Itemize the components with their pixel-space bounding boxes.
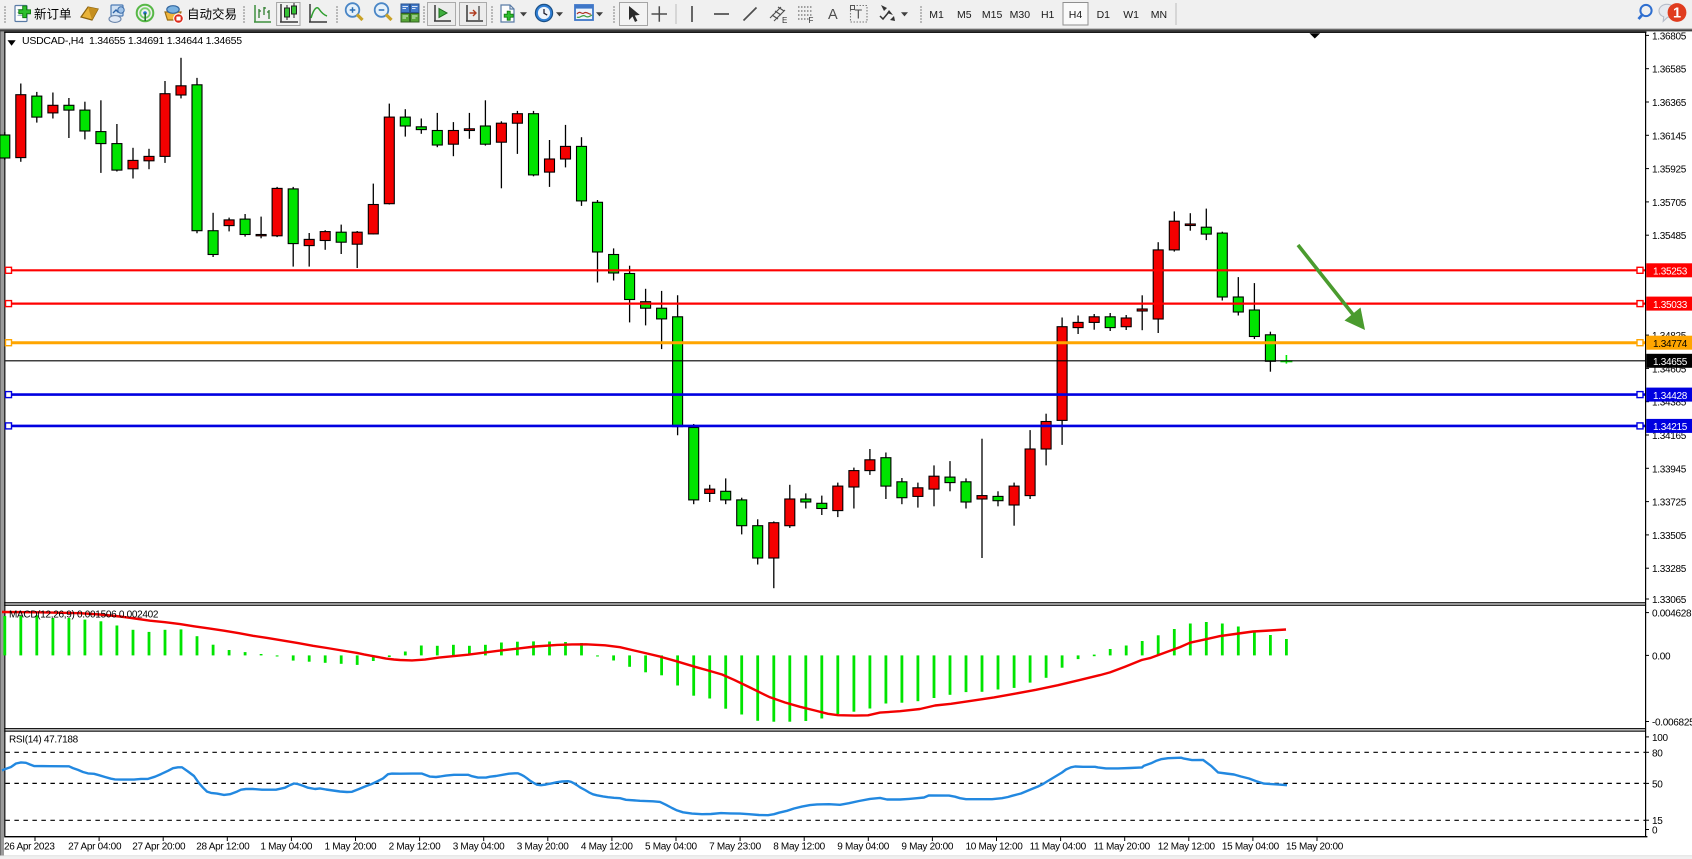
svg-text:RSI(14) 47.7188: RSI(14) 47.7188 [9, 735, 79, 746]
svg-text:H1: H1 [1041, 9, 1055, 21]
svg-text:15 May 20:00: 15 May 20:00 [1286, 842, 1344, 853]
svg-text:5 May 04:00: 5 May 04:00 [645, 842, 697, 853]
svg-text:27 Apr 04:00: 27 Apr 04:00 [68, 842, 122, 853]
svg-text:USDCAD-,H4 1.34655 1.34691 1.: USDCAD-,H4 1.34655 1.34691 1.34644 1.346… [22, 35, 242, 47]
svg-text:1.34165: 1.34165 [1652, 431, 1687, 442]
svg-text:H4: H4 [1069, 9, 1083, 21]
svg-text:1 May 04:00: 1 May 04:00 [260, 842, 312, 853]
svg-text:1.36805: 1.36805 [1652, 31, 1687, 42]
svg-text:10 May 12:00: 10 May 12:00 [966, 842, 1024, 853]
svg-text:MACD(12,26,9) 0.001506 0.00240: MACD(12,26,9) 0.001506 0.002402 [9, 610, 159, 621]
svg-text:7 May 23:00: 7 May 23:00 [709, 842, 761, 853]
svg-text:100: 100 [1652, 733, 1669, 744]
svg-text:W1: W1 [1123, 9, 1139, 21]
svg-text:1.36585: 1.36585 [1652, 65, 1687, 76]
svg-text:9 May 20:00: 9 May 20:00 [901, 842, 953, 853]
svg-text:9 May 04:00: 9 May 04:00 [837, 842, 889, 853]
svg-text:1: 1 [1673, 5, 1681, 21]
svg-text:3 May 04:00: 3 May 04:00 [453, 842, 505, 853]
svg-text:A: A [828, 7, 838, 23]
svg-text:1.35485: 1.35485 [1652, 231, 1687, 242]
svg-text:1.33505: 1.33505 [1652, 531, 1687, 542]
svg-text:1 May 20:00: 1 May 20:00 [325, 842, 377, 853]
svg-text:11 May 04:00: 11 May 04:00 [1030, 842, 1087, 853]
svg-text:1.35925: 1.35925 [1652, 165, 1687, 176]
svg-text:1.34385: 1.34385 [1652, 398, 1687, 409]
svg-text:-0.006825: -0.006825 [1652, 718, 1692, 729]
svg-text:T: T [855, 8, 863, 22]
svg-text:M5: M5 [957, 9, 972, 21]
svg-text:26 Apr 2023: 26 Apr 2023 [4, 842, 55, 853]
svg-text:27 Apr 20:00: 27 Apr 20:00 [132, 842, 186, 853]
svg-text:8 May 12:00: 8 May 12:00 [773, 842, 825, 853]
svg-text:28 Apr 12:00: 28 Apr 12:00 [196, 842, 250, 853]
svg-text:F: F [809, 16, 814, 25]
svg-text:1.33945: 1.33945 [1652, 464, 1687, 475]
svg-text:80: 80 [1652, 748, 1663, 759]
svg-text:1.35705: 1.35705 [1652, 198, 1687, 209]
svg-text:11 May 20:00: 11 May 20:00 [1094, 842, 1151, 853]
svg-text:1.36365: 1.36365 [1652, 98, 1687, 109]
svg-text:1.34428: 1.34428 [1653, 391, 1688, 402]
svg-text:4 May 12:00: 4 May 12:00 [581, 842, 633, 853]
svg-text:50: 50 [1652, 779, 1663, 790]
svg-text:1.35253: 1.35253 [1653, 267, 1688, 278]
svg-text:1.34655: 1.34655 [1653, 357, 1688, 368]
svg-text:1.34605: 1.34605 [1652, 364, 1687, 375]
svg-text:15 May 04:00: 15 May 04:00 [1222, 842, 1280, 853]
svg-text:3 May 20:00: 3 May 20:00 [517, 842, 569, 853]
svg-text:M30: M30 [1010, 9, 1031, 21]
svg-text:1.33285: 1.33285 [1652, 564, 1687, 575]
svg-text:2 May 12:00: 2 May 12:00 [389, 842, 441, 853]
svg-text:1.34215: 1.34215 [1653, 422, 1688, 433]
svg-text:E: E [782, 16, 787, 25]
svg-text:MN: MN [1151, 9, 1167, 21]
svg-text:自动交易: 自动交易 [187, 7, 237, 22]
svg-text:1.34774: 1.34774 [1653, 339, 1688, 350]
svg-text:M1: M1 [929, 9, 944, 21]
svg-text:15: 15 [1652, 816, 1663, 827]
svg-text:0: 0 [1652, 826, 1658, 837]
svg-text:D1: D1 [1097, 9, 1111, 21]
svg-text:1.33725: 1.33725 [1652, 498, 1687, 509]
svg-text:M15: M15 [982, 9, 1003, 21]
svg-text:1.35033: 1.35033 [1653, 300, 1688, 311]
svg-text:12 May 12:00: 12 May 12:00 [1158, 842, 1216, 853]
svg-text:1.36145: 1.36145 [1652, 131, 1687, 142]
svg-text:1.33065: 1.33065 [1652, 595, 1687, 606]
svg-text:0.004628: 0.004628 [1652, 609, 1692, 620]
svg-text:0.00: 0.00 [1652, 651, 1671, 662]
svg-text:新订单: 新订单 [34, 7, 72, 22]
